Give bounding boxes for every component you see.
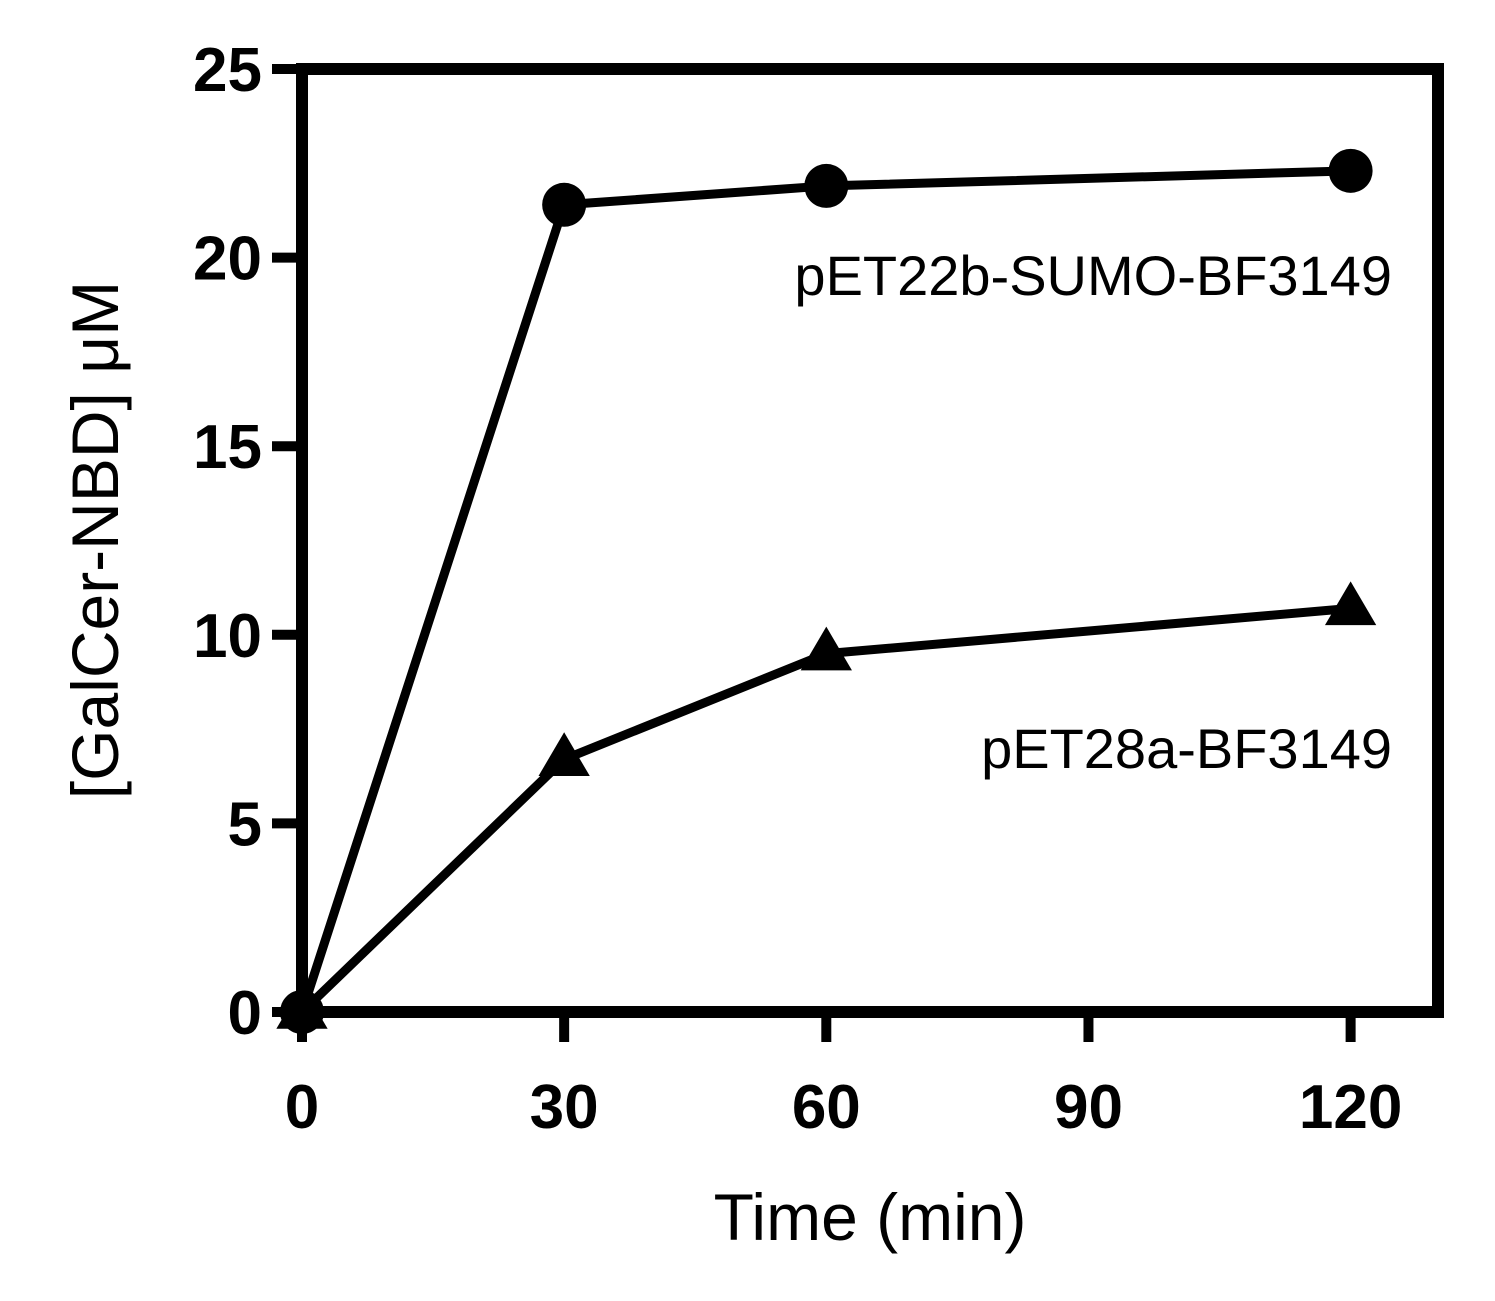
y-tick-label: 15: [193, 413, 262, 482]
series-1: pET22b-SUMO-BF3149: [280, 148, 1392, 1034]
data-point: [1328, 148, 1373, 193]
data-point: [538, 732, 590, 777]
series-label: pET28a-BF3149: [981, 717, 1392, 780]
x-tick-label: 120: [1299, 1073, 1402, 1142]
series-layer: pET22b-SUMO-BF3149 pET28a-BF3149: [276, 148, 1392, 1034]
data-point: [800, 626, 852, 671]
x-axis-title: Time (min): [714, 1180, 1027, 1254]
data-point: [542, 182, 587, 227]
y-tick-label: 10: [193, 602, 262, 671]
data-point: [276, 985, 328, 1029]
y-tick-label: 20: [193, 225, 262, 294]
data-point: [1324, 581, 1377, 626]
series-line: [297, 166, 1351, 1014]
y-axis: 0 5 10 15 20 25: [193, 36, 302, 1048]
x-tick-label: 60: [792, 1073, 861, 1142]
series-label: pET22b-SUMO-BF3149: [794, 244, 1392, 307]
x-tick-label: 0: [285, 1073, 319, 1142]
series-2: pET28a-BF3149: [276, 581, 1392, 1029]
y-axis-title: [GalCer-NBD] μM: [58, 281, 132, 799]
series-line: [298, 603, 1352, 1016]
y-tick-label: 25: [193, 36, 262, 105]
y-tick-label: 5: [228, 790, 262, 859]
plot-frame: [296, 63, 1444, 1018]
y-tick-label: 0: [228, 979, 262, 1048]
x-tick-label: 90: [1054, 1073, 1123, 1142]
x-tick-label: 30: [530, 1073, 599, 1142]
x-axis: 0 30 60 90 120: [285, 1012, 1402, 1142]
data-point: [804, 163, 849, 208]
